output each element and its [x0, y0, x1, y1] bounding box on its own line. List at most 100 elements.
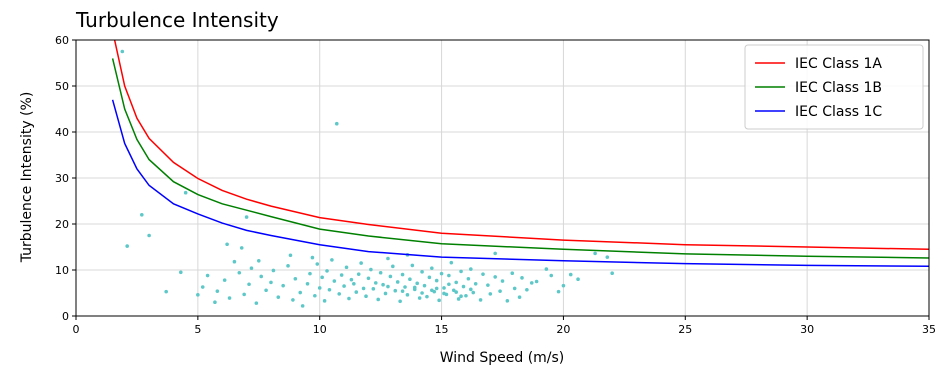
- scatter-point: [408, 277, 412, 282]
- scatter-point: [568, 272, 573, 277]
- scatter-point: [442, 286, 446, 290]
- scatter-point: [561, 283, 566, 288]
- scatter-point: [239, 246, 244, 250]
- scatter-point: [454, 290, 458, 294]
- scatter-point: [415, 281, 420, 286]
- scatter-point: [434, 278, 439, 283]
- scatter-point: [305, 282, 310, 286]
- scatter-point: [422, 283, 427, 288]
- scatter-point: [454, 280, 458, 285]
- scatter-point: [140, 213, 144, 217]
- scatter-point: [549, 273, 554, 278]
- legend-label: IEC Class 1B: [795, 80, 882, 96]
- scatter-point: [337, 292, 342, 296]
- scatter-point: [281, 283, 285, 288]
- scatter-point: [364, 294, 368, 299]
- y-tick-label: 20: [55, 218, 69, 231]
- scatter-point: [391, 264, 395, 269]
- scatter-point: [332, 279, 337, 283]
- x-tick-label: 20: [556, 323, 570, 336]
- series-line-3: [111, 99, 929, 268]
- scatter-point: [205, 273, 210, 278]
- scatter-point: [478, 298, 483, 302]
- y-tick-label: 0: [62, 310, 69, 323]
- scatter-point: [298, 290, 303, 295]
- scatter-point: [347, 296, 351, 301]
- scatter-point: [264, 288, 268, 293]
- scatter-point: [410, 263, 415, 268]
- y-tick-label: 50: [55, 80, 69, 93]
- scatter-point: [354, 290, 359, 294]
- scatter-point: [237, 270, 242, 275]
- scatter-point: [147, 233, 151, 238]
- scatter-point: [120, 49, 125, 54]
- scatter-point: [249, 266, 254, 270]
- scatter-point: [386, 284, 390, 289]
- axis-ticks: 0 5 10 15 20 25 30 35 0 10 20 30 40 50 60: [55, 34, 936, 336]
- scatter-point: [291, 298, 295, 302]
- scatter-point: [437, 298, 441, 303]
- scatter-point: [493, 275, 497, 279]
- scatter-point: [447, 273, 451, 278]
- scatter-point: [412, 285, 417, 290]
- scatter-point: [320, 275, 324, 280]
- x-tick-label: 25: [678, 323, 692, 336]
- scatter-point: [361, 286, 366, 291]
- scatter-point: [271, 268, 276, 273]
- scatter-point: [427, 275, 432, 280]
- scatter-point: [356, 272, 361, 276]
- scatter-point: [556, 289, 561, 294]
- scatter-point: [439, 271, 444, 276]
- scatter-point: [400, 289, 405, 293]
- x-tick-label: 10: [313, 323, 327, 336]
- y-tick-label: 40: [55, 126, 69, 139]
- scatter-point: [525, 287, 529, 292]
- scatter-point: [493, 251, 497, 256]
- chart-title: Turbulence Intensity: [75, 8, 279, 32]
- scatter-point: [461, 284, 466, 289]
- scatter-point: [256, 259, 261, 263]
- scatter-point: [213, 300, 217, 305]
- scatter-point: [488, 292, 493, 296]
- scatter-point: [293, 276, 298, 281]
- scatter-point: [510, 271, 515, 276]
- scatter-point: [383, 291, 388, 296]
- scatter-point: [420, 270, 424, 274]
- scatter-point: [342, 284, 346, 288]
- scatter-point: [244, 215, 249, 219]
- scatter-point: [376, 297, 381, 302]
- scatter-point: [459, 294, 463, 299]
- scatter-point: [449, 260, 454, 265]
- scatter-point: [222, 278, 227, 282]
- scatter-point: [317, 286, 322, 290]
- scatter-point: [405, 293, 410, 297]
- scatter-point: [327, 287, 332, 292]
- scatter-point: [308, 271, 312, 276]
- scatter-point: [434, 286, 439, 291]
- scatter-point: [398, 299, 402, 304]
- scatter-point: [464, 293, 468, 298]
- scatter-point: [339, 273, 344, 277]
- scatter-point: [371, 287, 376, 291]
- scatter-point: [469, 287, 473, 292]
- scatter-point: [286, 264, 290, 268]
- scatter-point: [225, 242, 229, 247]
- legend-box: [744, 44, 924, 130]
- scatter-point: [247, 282, 251, 287]
- scatter-point: [498, 289, 502, 293]
- scatter-point: [227, 296, 232, 300]
- scatter-point: [330, 258, 334, 262]
- x-tick-label: 0: [73, 323, 80, 336]
- scatter-point: [417, 296, 422, 300]
- scatter-point: [352, 282, 356, 286]
- series-line-2: [111, 58, 929, 259]
- scatter-point: [471, 290, 476, 295]
- legend-label: IEC Class 1C: [795, 104, 882, 120]
- scatter-point: [466, 276, 471, 281]
- scatter-point: [232, 259, 237, 264]
- scatter-point: [420, 291, 424, 295]
- y-axis-label: Turbulence Intensity (%): [19, 92, 35, 264]
- scatter-point: [315, 262, 320, 266]
